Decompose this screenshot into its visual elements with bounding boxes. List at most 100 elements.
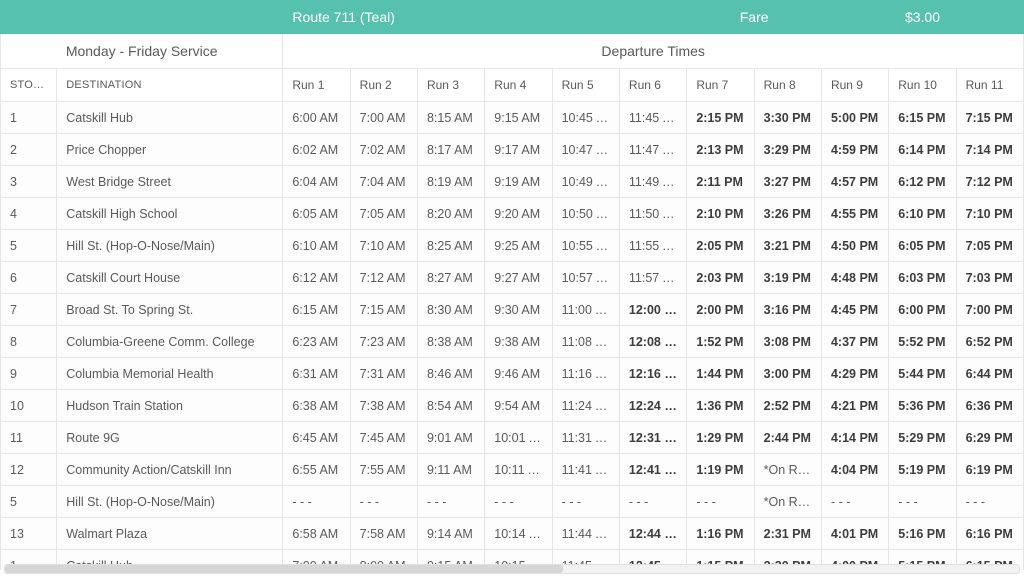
cell-stop-id: 10 <box>1 390 57 422</box>
cell-time: 9:01 AM <box>417 422 484 454</box>
cell-time: 12:16 PM <box>619 358 686 390</box>
cell-time: 7:58 AM <box>350 518 417 550</box>
cell-stop-id: 7 <box>1 294 57 326</box>
table-row: 1Catskill Hub6:00 AM7:00 AM8:15 AM9:15 A… <box>1 102 1024 134</box>
cell-time: - - - <box>889 486 956 518</box>
table-row: 9Columbia Memorial Health6:31 AM7:31 AM8… <box>1 358 1024 390</box>
cell-time: 8:17 AM <box>417 134 484 166</box>
cell-time: 4:29 PM <box>821 358 888 390</box>
cell-time: 4:50 PM <box>821 230 888 262</box>
cell-time: 7:10 AM <box>350 230 417 262</box>
cell-time: 5:19 PM <box>889 454 956 486</box>
cell-time: 6:05 PM <box>889 230 956 262</box>
cell-time: 1:44 PM <box>687 358 754 390</box>
col-run: Run 9 <box>821 69 888 102</box>
cell-time: 9:19 AM <box>485 166 552 198</box>
table-body: 1Catskill Hub6:00 AM7:00 AM8:15 AM9:15 A… <box>1 102 1024 571</box>
cell-time: 7:10 PM <box>956 198 1023 230</box>
cell-destination: Hill St. (Hop-O-Nose/Main) <box>57 230 283 262</box>
cell-time: 7:00 AM <box>350 102 417 134</box>
horizontal-scrollbar[interactable] <box>4 564 1020 574</box>
cell-time: 11:47 AM <box>619 134 686 166</box>
cell-time: 2:05 PM <box>687 230 754 262</box>
cell-time: 8:30 AM <box>417 294 484 326</box>
cell-time: 2:31 PM <box>754 518 821 550</box>
cell-time: 9:46 AM <box>485 358 552 390</box>
section-row: Monday - Friday Service Departure Times <box>1 34 1024 69</box>
cell-time: 11:24 AM <box>552 390 619 422</box>
col-run: Run 2 <box>350 69 417 102</box>
cell-time: 11:08 AM <box>552 326 619 358</box>
cell-time: 6:55 AM <box>283 454 350 486</box>
table-row: 12Community Action/Catskill Inn6:55 AM7:… <box>1 454 1024 486</box>
cell-time: 6:12 PM <box>889 166 956 198</box>
cell-time: 6:12 AM <box>283 262 350 294</box>
cell-time: 6:00 PM <box>889 294 956 326</box>
cell-time: - - - <box>956 486 1023 518</box>
cell-time: 9:15 AM <box>485 102 552 134</box>
cell-stop-id: 1 <box>1 102 57 134</box>
cell-time: 6:03 PM <box>889 262 956 294</box>
fare-value: $3.00 <box>821 1 1023 34</box>
cell-time: 6:04 AM <box>283 166 350 198</box>
cell-stop-id: 5 <box>1 486 57 518</box>
cell-time: 8:46 AM <box>417 358 484 390</box>
cell-time: 11:44 AM <box>552 518 619 550</box>
cell-time: 1:36 PM <box>687 390 754 422</box>
cell-time: *On Req. <box>754 486 821 518</box>
cell-time: 9:30 AM <box>485 294 552 326</box>
col-destination: DESTINATION <box>57 69 283 102</box>
cell-time: 10:14 AM <box>485 518 552 550</box>
cell-time: 8:25 AM <box>417 230 484 262</box>
cell-time: 7:02 AM <box>350 134 417 166</box>
table-row: 11Route 9G6:45 AM7:45 AM9:01 AM10:01 AM1… <box>1 422 1024 454</box>
cell-time: 5:29 PM <box>889 422 956 454</box>
cell-time: 2:03 PM <box>687 262 754 294</box>
cell-time: - - - <box>417 486 484 518</box>
cell-time: 11:55 AM <box>619 230 686 262</box>
cell-time: 7:15 PM <box>956 102 1023 134</box>
cell-time: 6:23 AM <box>283 326 350 358</box>
cell-destination: Catskill High School <box>57 198 283 230</box>
cell-time: 3:30 PM <box>754 102 821 134</box>
cell-time: 7:23 AM <box>350 326 417 358</box>
cell-time: 2:44 PM <box>754 422 821 454</box>
cell-time: 12:00 PM <box>619 294 686 326</box>
cell-time: 6:16 PM <box>956 518 1023 550</box>
cell-time: - - - <box>687 486 754 518</box>
cell-time: 6:44 PM <box>956 358 1023 390</box>
col-stop-id: STOP ID <box>1 69 57 102</box>
col-run: Run 4 <box>485 69 552 102</box>
cell-destination: Columbia Memorial Health <box>57 358 283 390</box>
col-run: Run 5 <box>552 69 619 102</box>
cell-time: 6:15 PM <box>889 102 956 134</box>
cell-time: 7:00 PM <box>956 294 1023 326</box>
cell-time: 4:14 PM <box>821 422 888 454</box>
fare-label: Fare <box>687 1 822 34</box>
cell-time: 10:45 AM <box>552 102 619 134</box>
cell-time: 11:49 AM <box>619 166 686 198</box>
cell-stop-id: 3 <box>1 166 57 198</box>
cell-time: 6:19 PM <box>956 454 1023 486</box>
cell-time: 8:38 AM <box>417 326 484 358</box>
cell-stop-id: 12 <box>1 454 57 486</box>
cell-time: - - - <box>283 486 350 518</box>
cell-time: 6:45 AM <box>283 422 350 454</box>
cell-destination: Broad St. To Spring St. <box>57 294 283 326</box>
cell-time: 10:50 AM <box>552 198 619 230</box>
cell-destination: Route 9G <box>57 422 283 454</box>
cell-time: 1:16 PM <box>687 518 754 550</box>
cell-destination: Community Action/Catskill Inn <box>57 454 283 486</box>
cell-time: - - - <box>552 486 619 518</box>
cell-destination: Catskill Hub <box>57 102 283 134</box>
cell-time: 12:41 PM <box>619 454 686 486</box>
cell-destination: Walmart Plaza <box>57 518 283 550</box>
cell-time: 3:00 PM <box>754 358 821 390</box>
cell-time: 3:26 PM <box>754 198 821 230</box>
cell-time: 9:38 AM <box>485 326 552 358</box>
cell-time: 3:27 PM <box>754 166 821 198</box>
cell-time: 6:38 AM <box>283 390 350 422</box>
table-row: 13Walmart Plaza6:58 AM7:58 AM9:14 AM10:1… <box>1 518 1024 550</box>
cell-time: 9:20 AM <box>485 198 552 230</box>
scrollbar-thumb[interactable] <box>5 565 563 573</box>
